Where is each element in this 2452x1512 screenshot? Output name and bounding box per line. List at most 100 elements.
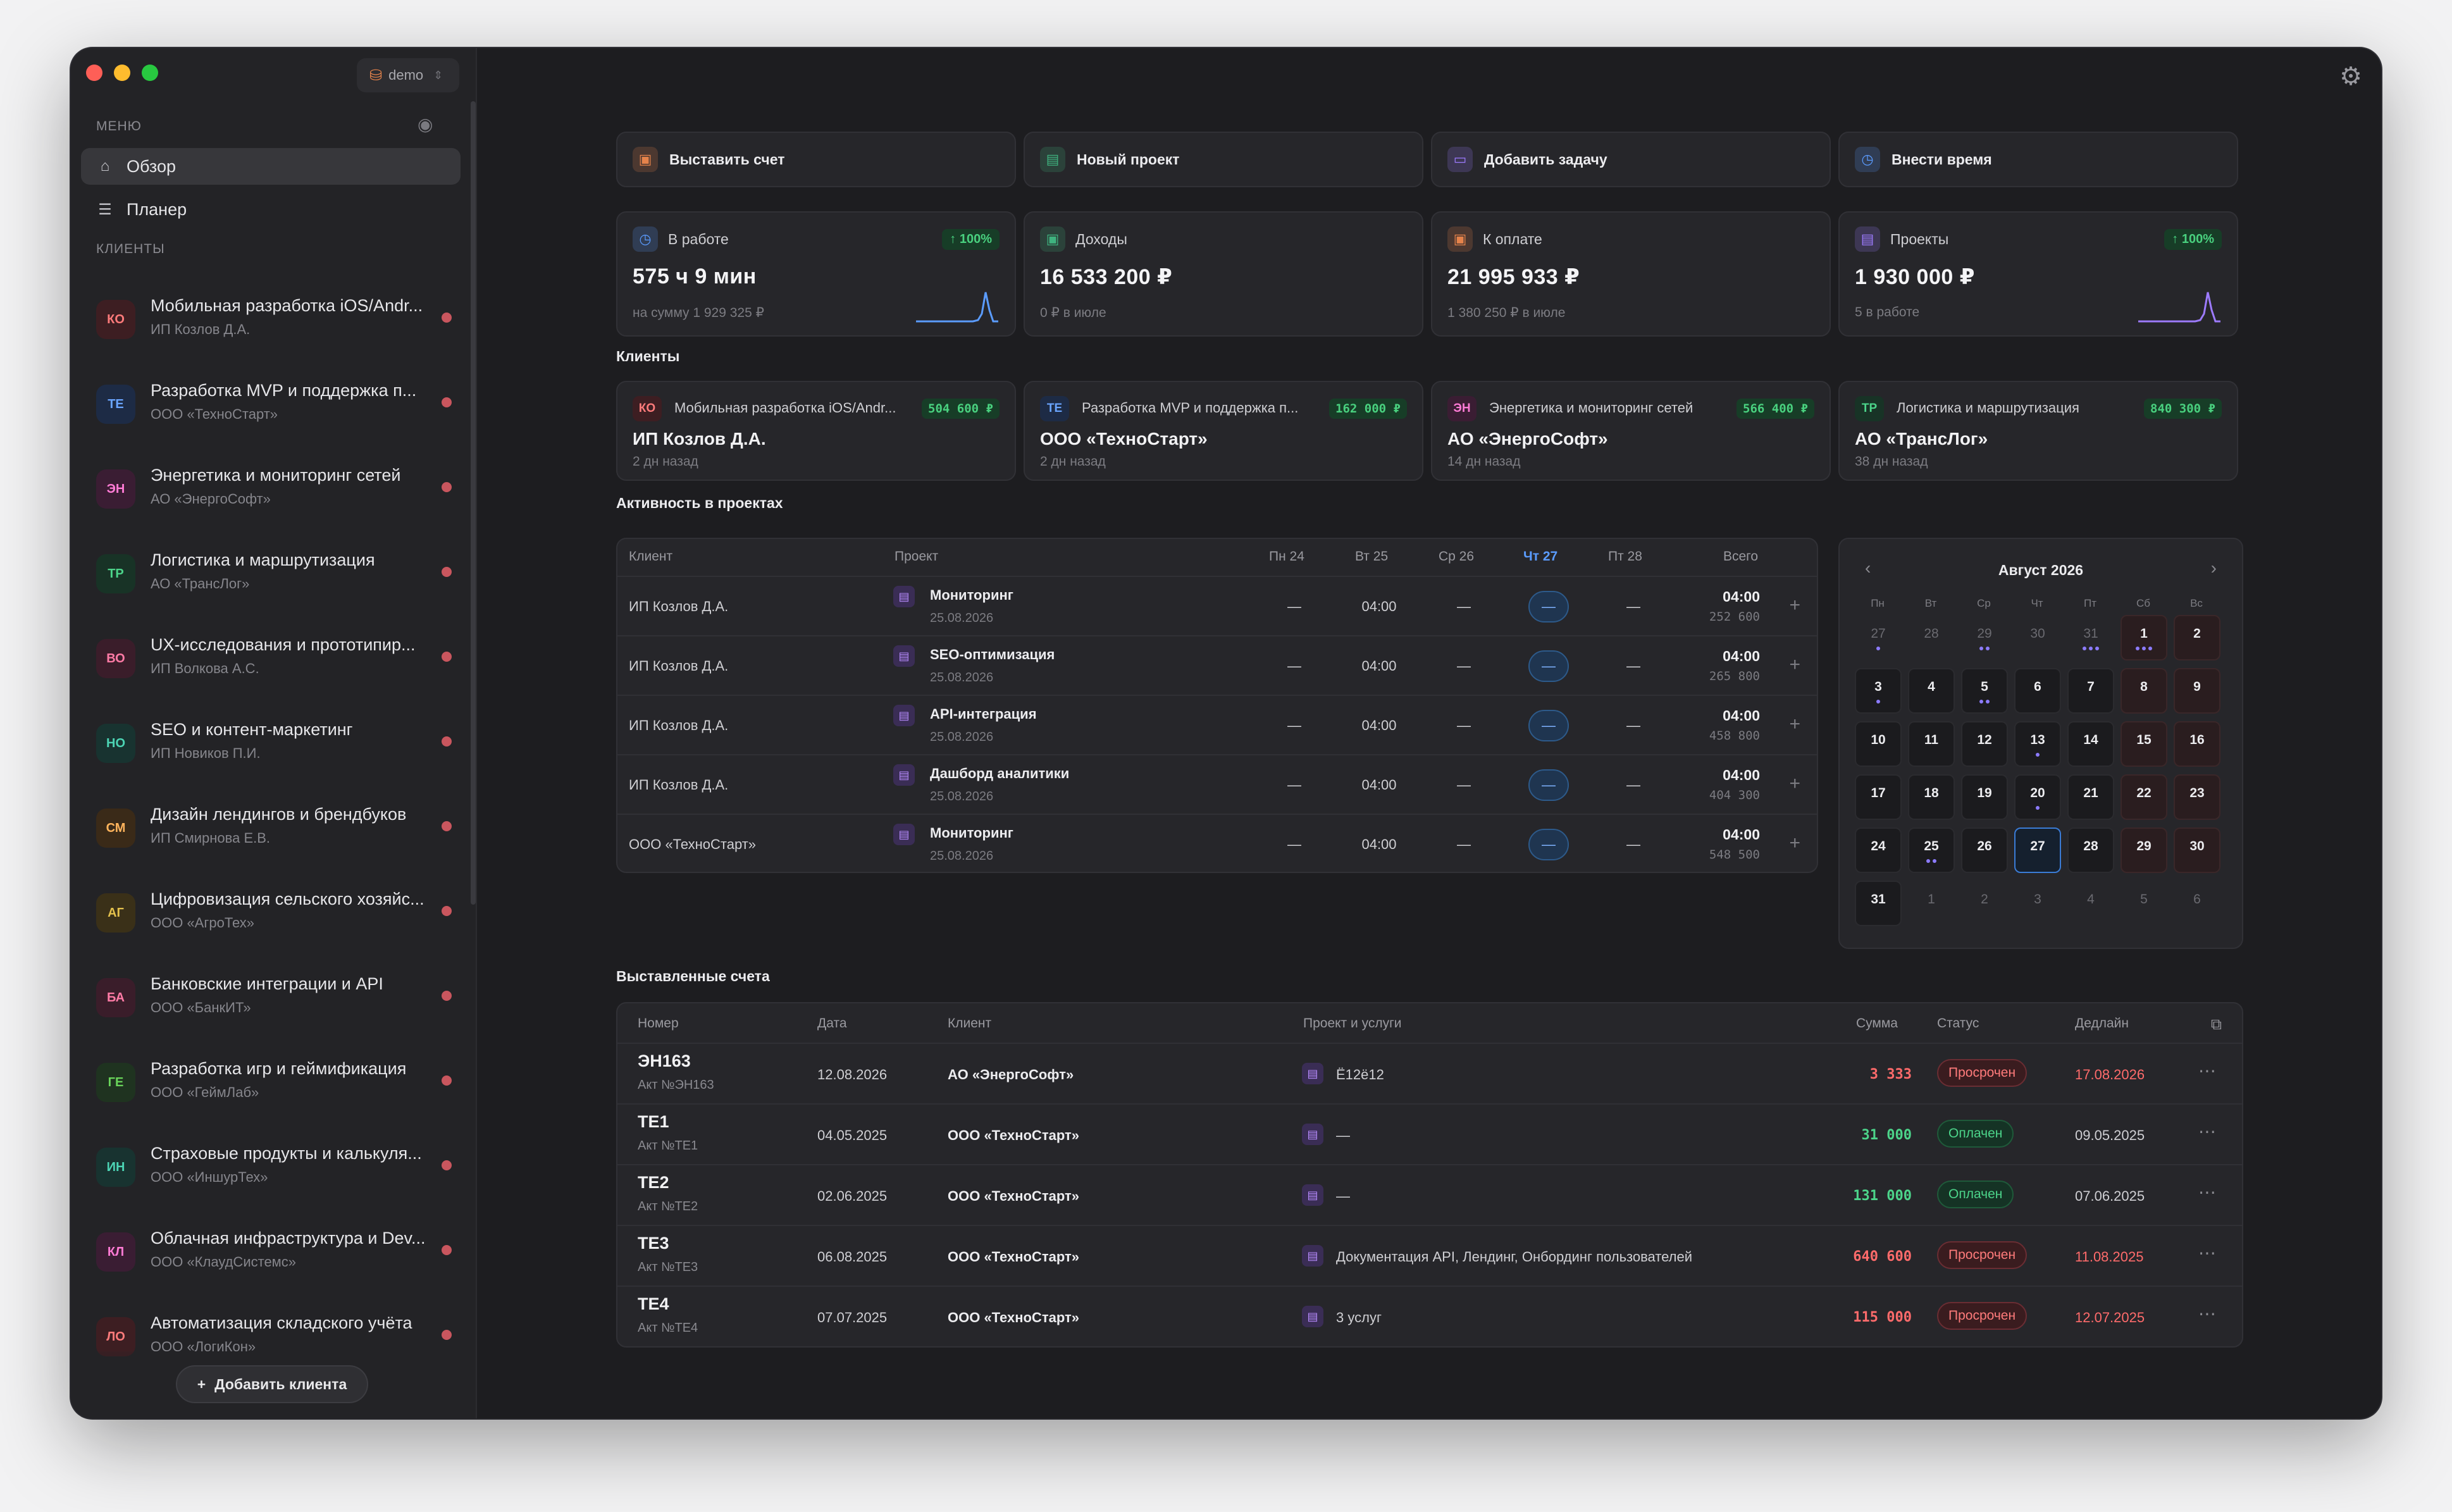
calendar-day[interactable]: 7: [2067, 668, 2114, 714]
calendar-day[interactable]: 29: [1961, 615, 2008, 660]
client-card[interactable]: КО Мобильная разработка iOS/Andr... 504 60…: [616, 381, 1016, 481]
sidebar-client-item[interactable]: КО Мобильная разработка iOS/Andr... ИП Коз…: [96, 288, 457, 352]
chevron-left-icon[interactable]: ‹: [1865, 558, 1871, 578]
calendar-day[interactable]: 12: [1961, 721, 2008, 767]
calendar-day[interactable]: 6: [2174, 881, 2220, 926]
calendar-day[interactable]: 19: [1961, 774, 2008, 820]
calendar-day-today[interactable]: 27: [2014, 827, 2061, 873]
more-icon[interactable]: ⋯: [2198, 1061, 2217, 1081]
sidebar-client-item[interactable]: ИН Страховые продукты и калькуля... ООО «И…: [96, 1136, 457, 1199]
activity-project[interactable]: Мониторинг: [930, 825, 1013, 841]
eye-icon[interactable]: ◉: [418, 115, 433, 134]
calendar-day[interactable]: 1: [2121, 615, 2167, 660]
quick-action-button[interactable]: ▣ Выставить счет: [616, 132, 1016, 187]
sidebar-client-item[interactable]: ТР Логистика и маршрутизация АО «ТрансЛог»: [96, 543, 457, 606]
time-cell[interactable]: —: [1626, 658, 1640, 674]
time-cell[interactable]: —: [1626, 836, 1640, 852]
sidebar-client-item[interactable]: ВО UX-исследования и прототипир... ИП Волк…: [96, 628, 457, 691]
stat-card[interactable]: ▣ Доходы 16 533 200 ₽ 0 ₽ в июле: [1024, 211, 1423, 337]
calendar-day[interactable]: 8: [2121, 668, 2167, 714]
quick-action-button[interactable]: ▭ Добавить задачу: [1431, 132, 1831, 187]
calendar-day[interactable]: 24: [1855, 827, 1902, 873]
calendar-day[interactable]: 25: [1908, 827, 1955, 873]
gear-icon[interactable]: ⚙: [2339, 63, 2362, 90]
time-cell[interactable]: 04:00: [1361, 658, 1397, 674]
calendar-day[interactable]: 22: [2121, 774, 2167, 820]
quick-action-button[interactable]: ▤ Новый проект: [1024, 132, 1423, 187]
chevron-right-icon[interactable]: ›: [2210, 558, 2217, 578]
calendar-day[interactable]: 28: [1908, 615, 1955, 660]
time-cell-today[interactable]: —: [1528, 829, 1569, 860]
calendar-day[interactable]: 21: [2067, 774, 2114, 820]
time-cell[interactable]: 04:00: [1361, 598, 1397, 614]
sidebar-client-item[interactable]: НО SEO и контент-маркетинг ИП Новиков П.И.: [96, 712, 457, 776]
calendar-day[interactable]: 6: [2014, 668, 2061, 714]
more-icon[interactable]: ⋯: [2198, 1304, 2217, 1323]
calendar-day[interactable]: 15: [2121, 721, 2167, 767]
calendar-day[interactable]: 4: [1908, 668, 1955, 714]
time-cell[interactable]: —: [1626, 598, 1640, 614]
calendar-day[interactable]: 11: [1908, 721, 1955, 767]
client-card[interactable]: ЭН Энергетика и мониторинг сетей 566 400 ₽…: [1431, 381, 1831, 481]
sidebar-client-item[interactable]: ТЕ Разработка MVP и поддержка п... ООО «Те…: [96, 373, 457, 437]
copy-icon[interactable]: ⧉: [2210, 1016, 2222, 1033]
time-cell-today[interactable]: —: [1528, 591, 1569, 623]
client-card[interactable]: ТЕ Разработка MVP и поддержка п... 162 000…: [1024, 381, 1423, 481]
zoom-window-button[interactable]: [142, 65, 158, 81]
calendar-day[interactable]: 17: [1855, 774, 1902, 820]
sidebar-client-item[interactable]: СМ Дизайн лендингов и брендбуков ИП Смирно…: [96, 797, 457, 860]
sidebar-client-item[interactable]: АГ Цифровизация сельского хозяйс... ООО «А…: [96, 882, 457, 945]
stat-card[interactable]: ▤ Проекты 1 930 000 ₽ 5 в работе ↑ 100%: [1838, 211, 2238, 337]
client-card[interactable]: ТР Логистика и маршрутизация 840 300 ₽ АО «…: [1838, 381, 2238, 481]
calendar-day[interactable]: 30: [2014, 615, 2061, 660]
time-cell-today[interactable]: —: [1528, 710, 1569, 741]
calendar-day[interactable]: 3: [1855, 668, 1902, 714]
time-cell[interactable]: —: [1457, 658, 1471, 674]
time-cell[interactable]: —: [1287, 777, 1301, 793]
time-cell-today[interactable]: —: [1528, 769, 1569, 801]
more-icon[interactable]: ⋯: [2198, 1122, 2217, 1141]
activity-project[interactable]: SEO-оптимизация: [930, 647, 1055, 662]
calendar-day[interactable]: 1: [1908, 881, 1955, 926]
sidebar-client-item[interactable]: КЛ Облачная инфраструктура и Dev... ООО «К…: [96, 1221, 457, 1284]
time-cell[interactable]: —: [1457, 717, 1471, 733]
more-icon[interactable]: ⋯: [2198, 1243, 2217, 1263]
calendar-day[interactable]: 31: [2067, 615, 2114, 660]
calendar-day[interactable]: 10: [1855, 721, 1902, 767]
time-cell[interactable]: 04:00: [1361, 717, 1397, 733]
quick-action-button[interactable]: ◷ Внести время: [1838, 132, 2238, 187]
time-cell[interactable]: —: [1287, 836, 1301, 852]
time-cell[interactable]: 04:00: [1361, 777, 1397, 793]
add-time-icon[interactable]: +: [1789, 595, 1800, 616]
time-cell[interactable]: —: [1287, 658, 1301, 674]
calendar-day[interactable]: 30: [2174, 827, 2220, 873]
sidebar-client-item[interactable]: ЭН Энергетика и мониторинг сетей АО «Энерг…: [96, 458, 457, 521]
close-window-button[interactable]: [86, 65, 102, 81]
add-time-icon[interactable]: +: [1789, 833, 1800, 853]
time-cell[interactable]: —: [1287, 717, 1301, 733]
time-cell[interactable]: —: [1457, 836, 1471, 852]
calendar-day[interactable]: 31: [1855, 881, 1902, 926]
invoice-row[interactable]: ТЕ1 Акт №ТЕ1 04.05.2025 ООО «ТехноСтарт» ▤ — 3…: [617, 1103, 2242, 1164]
calendar-day[interactable]: 23: [2174, 774, 2220, 820]
calendar-day[interactable]: 29: [2121, 827, 2167, 873]
nav-planner[interactable]: ☰ Планер: [81, 191, 461, 228]
more-icon[interactable]: ⋯: [2198, 1182, 2217, 1202]
nav-overview[interactable]: ⌂ Обзор: [81, 148, 461, 185]
sidebar-client-item[interactable]: БА Банковские интеграции и API ООО «БанкИТ…: [96, 967, 457, 1030]
add-client-button[interactable]: + Добавить клиента: [176, 1365, 368, 1403]
calendar-day[interactable]: 5: [1961, 668, 2008, 714]
activity-project[interactable]: API-интеграция: [930, 706, 1037, 722]
calendar-day[interactable]: 14: [2067, 721, 2114, 767]
calendar-day[interactable]: 3: [2014, 881, 2061, 926]
calendar-day[interactable]: 2: [1961, 881, 2008, 926]
activity-project[interactable]: Дашборд аналитики: [930, 765, 1070, 781]
calendar-day[interactable]: 16: [2174, 721, 2220, 767]
invoice-row[interactable]: ЭН163 Акт №ЭН163 12.08.2026 АО «ЭнергоСофт»…: [617, 1043, 2242, 1103]
calendar-day[interactable]: 28: [2067, 827, 2114, 873]
calendar-day[interactable]: 27: [1855, 615, 1902, 660]
time-cell[interactable]: —: [1457, 598, 1471, 614]
add-time-icon[interactable]: +: [1789, 654, 1800, 675]
time-cell-today[interactable]: —: [1528, 650, 1569, 682]
time-cell[interactable]: —: [1626, 717, 1640, 733]
